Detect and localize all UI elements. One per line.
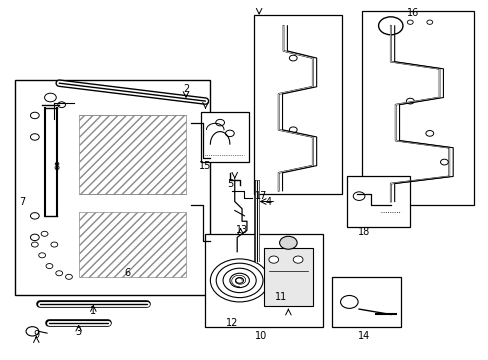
Text: 2: 2 [183, 84, 189, 94]
Circle shape [44, 93, 56, 102]
Circle shape [30, 213, 39, 219]
Text: 5: 5 [226, 179, 232, 189]
Text: 6: 6 [124, 268, 130, 278]
Circle shape [289, 127, 297, 133]
Text: 15: 15 [199, 161, 211, 171]
Bar [254, 15, 341, 194]
Circle shape [407, 20, 412, 24]
Text: 4: 4 [265, 197, 271, 207]
Circle shape [440, 159, 447, 165]
Bar [200, 112, 249, 162]
Circle shape [30, 112, 39, 119]
Circle shape [352, 192, 364, 201]
Circle shape [406, 98, 413, 104]
Circle shape [210, 259, 268, 302]
Text: 11: 11 [274, 292, 286, 302]
Text: 3: 3 [76, 327, 81, 337]
Circle shape [229, 273, 249, 288]
Text: 10: 10 [255, 331, 267, 341]
Circle shape [223, 268, 256, 293]
Circle shape [215, 120, 224, 126]
Circle shape [65, 274, 72, 279]
Text: 17: 17 [255, 191, 267, 201]
Text: 18: 18 [357, 227, 369, 237]
Circle shape [279, 236, 297, 249]
Circle shape [268, 256, 278, 263]
Text: 14: 14 [357, 331, 369, 341]
Circle shape [293, 256, 303, 263]
Circle shape [41, 231, 48, 236]
Circle shape [31, 242, 38, 247]
Circle shape [30, 234, 39, 240]
Circle shape [51, 242, 58, 247]
Bar [331, 277, 400, 327]
Circle shape [378, 17, 402, 35]
Text: 16: 16 [406, 8, 418, 18]
Circle shape [39, 253, 45, 258]
Bar [15, 80, 210, 295]
Bar [79, 212, 185, 277]
Circle shape [225, 130, 234, 136]
Circle shape [216, 263, 263, 298]
Circle shape [56, 271, 62, 276]
Circle shape [235, 278, 243, 283]
Circle shape [58, 102, 65, 108]
Bar [264, 248, 312, 306]
Circle shape [26, 327, 39, 336]
Text: 12: 12 [225, 319, 238, 328]
Text: 9: 9 [33, 330, 39, 340]
Circle shape [30, 134, 39, 140]
Bar [205, 234, 322, 327]
Circle shape [289, 55, 297, 61]
Text: 8: 8 [54, 162, 60, 172]
Text: 1: 1 [90, 306, 96, 316]
Text: 7: 7 [20, 197, 26, 207]
Text: 13: 13 [235, 225, 248, 235]
Circle shape [425, 131, 433, 136]
Circle shape [426, 20, 432, 24]
Bar [346, 176, 409, 226]
Bar [361, 12, 473, 205]
Bar [79, 116, 185, 194]
Circle shape [46, 264, 53, 269]
Circle shape [340, 296, 357, 309]
